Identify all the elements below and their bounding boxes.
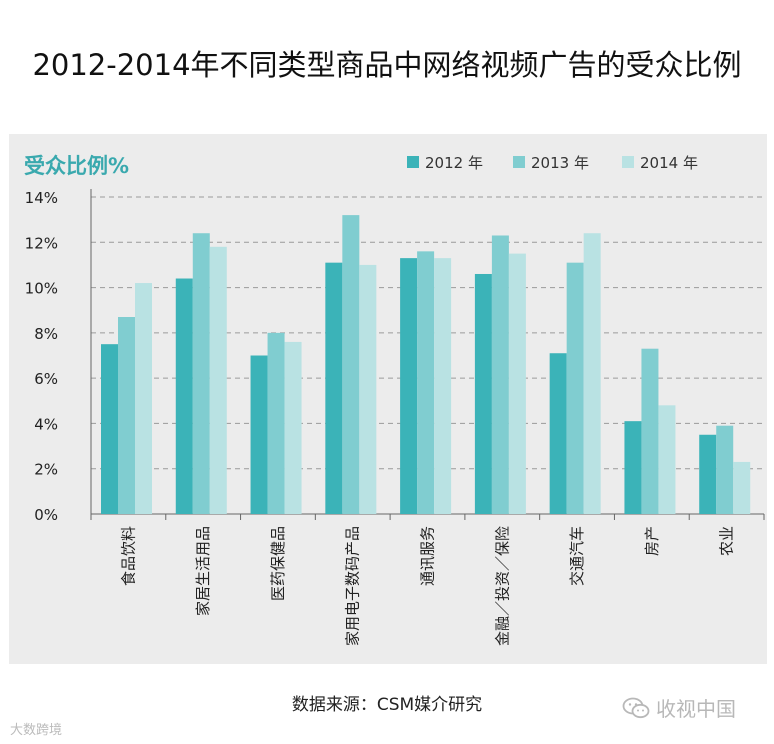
y-tick-label: 14% <box>25 189 58 207</box>
legend-label: 2013 年 <box>531 154 589 172</box>
y-tick-label: 0% <box>34 506 58 524</box>
page-title: 2012-2014年不同类型商品中网络视频广告的受众比例 <box>32 48 742 82</box>
x-category-label: 医药保健品 <box>269 526 287 601</box>
watermark-right: 收视中国 <box>622 693 736 722</box>
data-source-note: 数据来源：CSM媒介研究 <box>291 695 483 715</box>
bar <box>267 332 285 514</box>
bar <box>325 262 343 514</box>
wechat-icon <box>622 697 650 718</box>
y-tick-label: 10% <box>25 280 58 298</box>
bar <box>175 278 193 514</box>
bar <box>250 355 268 514</box>
bar <box>491 235 509 514</box>
bar <box>417 251 435 514</box>
bar <box>284 341 302 514</box>
watermark-right-text: 收视中国 <box>656 697 736 721</box>
bar <box>566 262 584 514</box>
x-category-label: 食品饮料 <box>119 526 137 586</box>
x-category-label: 金融／投资／保险 <box>493 526 511 646</box>
bar <box>641 348 659 514</box>
y-tick-label: 8% <box>34 325 58 343</box>
bar <box>434 258 452 514</box>
bar <box>118 317 135 514</box>
x-category-label: 房产 <box>643 526 661 556</box>
bar <box>359 264 377 514</box>
bar <box>624 421 642 514</box>
bar <box>508 253 526 514</box>
legend-label: 2014 年 <box>640 154 698 172</box>
watermark-left: 大数跨境 <box>10 723 63 738</box>
bar <box>342 215 360 514</box>
legend-swatch <box>513 156 525 168</box>
y-tick-label: 4% <box>34 415 58 433</box>
x-category-label: 家居生活用品 <box>194 526 212 616</box>
legend-label: 2012 年 <box>425 154 483 172</box>
bar <box>101 344 118 514</box>
x-category-label: 通讯服务 <box>419 526 437 586</box>
legend-swatch <box>407 156 419 168</box>
y-axis-label: 受众比例% <box>24 154 129 178</box>
y-tick-label: 12% <box>25 234 58 252</box>
bar <box>192 233 210 514</box>
chart-panel: 受众比例% 0% 2% 4% 6% 8% 10% 12% 14% 食品饮料 家居生活用品 医药保健品 家… <box>9 134 767 664</box>
y-tick-label: 2% <box>34 461 58 479</box>
x-category-label: 交通汽车 <box>568 526 586 586</box>
bar <box>549 353 567 514</box>
legend-swatch <box>622 156 634 168</box>
bar <box>474 273 492 514</box>
bar <box>400 258 418 514</box>
x-category-label: 家用电子数码产品 <box>344 526 362 646</box>
bar <box>716 425 734 514</box>
bar <box>209 246 227 515</box>
bar <box>135 283 152 514</box>
bar <box>583 233 601 514</box>
x-category-label: 农业 <box>718 526 736 556</box>
bar <box>733 461 751 514</box>
y-tick-label: 6% <box>34 370 58 388</box>
bar <box>699 434 717 514</box>
bar <box>658 405 676 514</box>
bar-chart: 受众比例% 0% 2% 4% 6% 8% 10% 12% 14% 食品饮料 家居生活用品 医药保健品 家… <box>24 154 765 646</box>
